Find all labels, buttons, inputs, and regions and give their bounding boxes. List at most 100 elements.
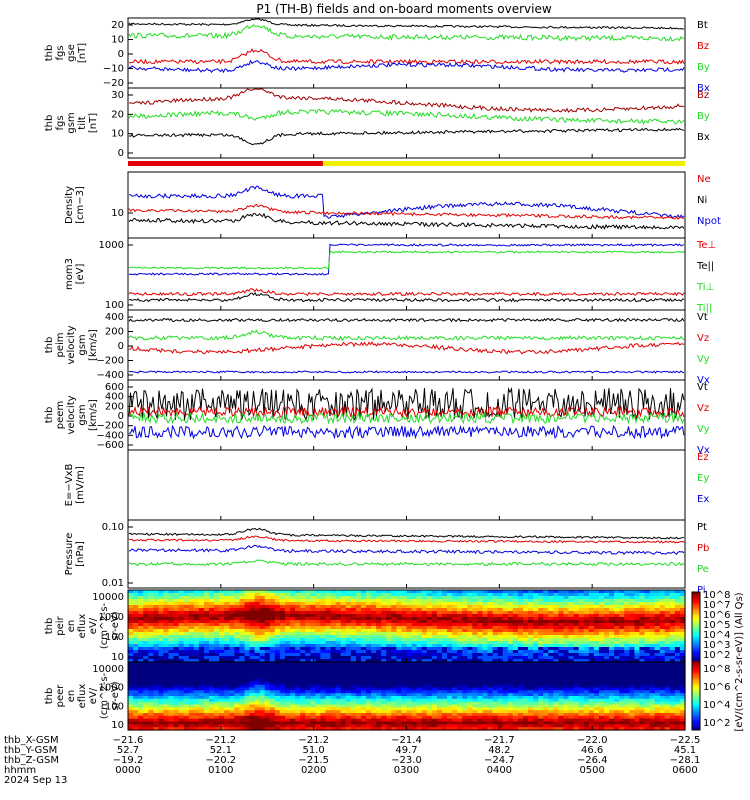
spectro-cell xyxy=(386,641,392,645)
spectro-cell xyxy=(416,653,423,657)
spectro-cell xyxy=(553,667,559,672)
spectro-cell xyxy=(305,713,311,717)
spectro-cell xyxy=(654,623,661,627)
spectro-cell xyxy=(664,638,671,642)
spectro-cell xyxy=(138,684,144,689)
spectro-cell xyxy=(371,667,377,672)
spectro-cell xyxy=(674,620,681,624)
legend-by: By xyxy=(697,111,710,122)
spectro-cell xyxy=(477,659,484,663)
spectro-cell xyxy=(674,623,681,627)
spectro-cell xyxy=(128,593,134,597)
spectro-cell xyxy=(366,596,372,600)
spectro-cell xyxy=(609,605,615,609)
spectro-cell xyxy=(219,590,225,594)
spectro-cell xyxy=(355,687,362,691)
spectro-cell xyxy=(426,707,433,711)
spectro-cell xyxy=(467,596,473,600)
spectro-cell xyxy=(467,713,473,717)
spectro-cell xyxy=(674,701,681,706)
spectro-cell xyxy=(553,704,559,708)
spectro-cell xyxy=(305,629,311,633)
spectro-cell xyxy=(482,696,489,700)
spectro-cell xyxy=(153,614,159,618)
spectro-cell xyxy=(533,698,539,703)
spectro-cell xyxy=(457,713,463,717)
spectro-cell xyxy=(229,593,235,597)
spectro-cell xyxy=(533,659,539,663)
spectro-cell xyxy=(274,653,281,657)
spectro-cell xyxy=(330,605,337,609)
spectro-cell xyxy=(492,593,499,597)
spectro-cell xyxy=(381,664,387,669)
spectro-cell xyxy=(649,650,656,654)
spectro-cell xyxy=(173,670,180,674)
spectro-cell xyxy=(340,611,347,615)
spectro-cell xyxy=(133,641,139,645)
spectro-cell xyxy=(391,605,397,609)
spectro-cell xyxy=(300,614,306,618)
spectro-cell xyxy=(239,608,246,612)
spectro-cell xyxy=(609,626,615,630)
spectro-cell xyxy=(249,713,256,717)
spectro-cell xyxy=(376,629,382,633)
spectro-cell xyxy=(234,681,240,686)
spectro-cell xyxy=(614,701,620,706)
spectro-cell xyxy=(441,605,448,609)
spectro-cell xyxy=(462,629,468,633)
spectro-cell xyxy=(153,681,159,686)
spectro-cell xyxy=(604,647,610,651)
spectro-cell xyxy=(624,620,630,624)
spectro-cell xyxy=(421,596,428,600)
spectro-cell xyxy=(229,670,235,674)
spectro-cell xyxy=(528,623,534,627)
spectro-cell xyxy=(426,659,433,663)
spectro-cell xyxy=(558,701,565,706)
spectro-cell xyxy=(259,670,266,674)
spectro-cell xyxy=(431,638,438,642)
spectro-cell xyxy=(452,605,458,609)
spectro-cell xyxy=(588,629,595,633)
spectro-cell xyxy=(396,676,403,680)
spectro-cell xyxy=(598,623,605,627)
spectro-cell xyxy=(543,693,549,697)
spectro-cell xyxy=(143,650,149,654)
spectro-cell xyxy=(472,664,478,669)
spectro-cell xyxy=(502,713,509,717)
spectro-cell xyxy=(350,696,357,700)
spectro-cell xyxy=(482,664,489,669)
spectro-cell xyxy=(279,679,286,683)
spectro-cell xyxy=(674,673,681,677)
spectro-cell xyxy=(441,662,448,666)
spectro-cell xyxy=(360,687,367,691)
spectro-cell xyxy=(523,701,529,706)
spectro-cell xyxy=(639,638,646,642)
spectro-cell xyxy=(214,617,220,621)
spectro-cell xyxy=(173,605,180,609)
spectro-cell xyxy=(188,684,195,689)
spectro-cell xyxy=(214,713,220,717)
spectro-cell xyxy=(173,687,180,691)
spectro-cell xyxy=(674,696,681,700)
spectro-cell xyxy=(381,650,387,654)
series-vy-i xyxy=(128,329,685,341)
spectro-cell xyxy=(330,620,337,624)
spectro-cell xyxy=(441,676,448,680)
spectro-cell xyxy=(426,715,433,720)
spectro-cell xyxy=(295,653,301,657)
spectro-cell xyxy=(619,602,625,606)
spectro-cell xyxy=(528,650,534,654)
spectro-cell xyxy=(548,656,554,660)
spectro-cell xyxy=(340,701,347,706)
spectro-cell xyxy=(457,638,463,642)
spectro-cell xyxy=(290,653,296,657)
spectro-cell xyxy=(335,629,342,633)
spectro-cell xyxy=(406,638,413,642)
spectro-cell xyxy=(548,611,554,615)
spectro-cell xyxy=(614,664,620,669)
spectro-cell xyxy=(371,602,377,606)
spectro-cell xyxy=(224,614,230,618)
spectro-cell xyxy=(634,693,641,697)
spectro-cell xyxy=(634,670,641,674)
spectro-cell xyxy=(416,687,423,691)
